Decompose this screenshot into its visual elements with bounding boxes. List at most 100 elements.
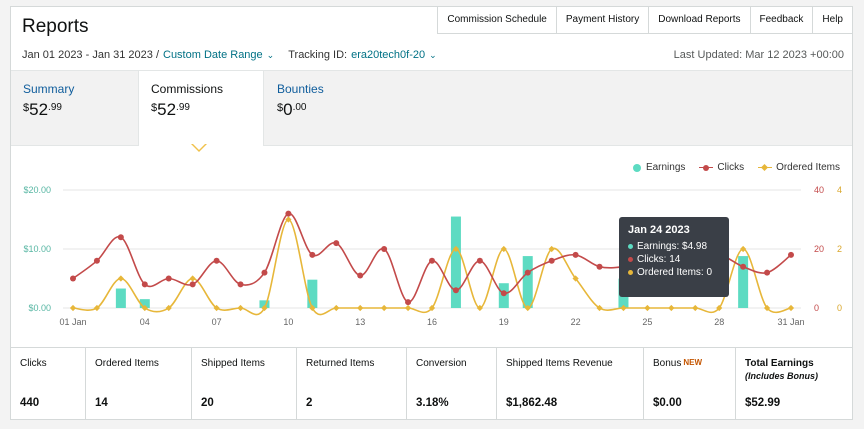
chart-tooltip: Jan 24 2023 Earnings: $4.98 Clicks: 14 O… [619,217,729,297]
clicks-point [189,281,196,288]
legend-earnings[interactable]: Earnings [632,162,685,173]
stat-value: 2 [306,397,313,409]
stat-bonus: Bonus NEW $0.00 [644,348,736,420]
y-right2-tick-label: 2 [837,244,842,254]
earnings-bar [307,279,318,308]
clicks-point [548,257,555,264]
y-left-tick-label: $0.00 [28,303,51,313]
ordered-items-point [333,304,340,312]
x-tick-label: 07 [212,317,222,327]
y-left-tick-label: $20.00 [23,185,51,195]
tab-amount: $0.00 [277,100,379,120]
x-tick-label: 31 Jan [777,317,804,327]
ordered-dot-icon [628,270,633,275]
earnings-swatch-icon [632,163,641,172]
legend-label: Clicks [717,162,745,173]
bonus-label: Bonus [653,358,682,369]
clicks-point [596,263,603,270]
currency-symbol: $ [151,102,158,114]
earnings-dot-icon [628,244,633,249]
clicks-point [261,269,268,276]
stat-label: Clicks [20,358,47,369]
tab-amount: $52.99 [151,100,251,120]
tab-label: Commissions [151,82,224,96]
ordered-items-point [644,304,651,312]
ordered-items-point [69,304,77,312]
last-updated: Last Updated: Mar 12 2023 +00:00 [673,49,844,61]
total-label: Total Earnings [745,358,814,369]
stat-value: $0.00 [653,397,682,409]
clicks-point [309,251,316,258]
help-button[interactable]: Help [822,14,843,25]
legend-label: Ordered Items [776,162,840,173]
stat-value: $1,862.48 [506,397,558,409]
chevron-down-icon[interactable]: ⌄ [429,49,437,60]
legend-ordered-items[interactable]: Ordered Items [758,162,840,173]
clicks-point [357,272,364,279]
stat-returned-items: Returned Items 2 [297,348,407,420]
stat-value: 440 [20,397,40,409]
x-tick-label: 22 [571,317,581,327]
feedback-button[interactable]: Feedback [751,7,814,33]
commission-schedule-button[interactable]: Commission Schedule [438,7,557,33]
tab-label: Summary [23,82,75,96]
tracking-id-dropdown[interactable]: era20tech0f-20 [351,49,426,61]
new-badge: NEW [683,358,703,367]
currency-symbol: $ [23,102,30,114]
earnings-chart: $0.00 $10.00 $20.00 0 20 40 0 2 4 01 Jan 04 07 10 13 1… [23,185,842,327]
total-sub-label: (Includes Bonus) [745,371,819,381]
filter-bar: Jan 01 2023 - Jan 31 2023 / Custom Date … [22,49,437,61]
clicks-point [788,251,794,258]
chevron-down-icon[interactable]: ⌄ [266,49,275,60]
tooltip-row-clicks: Clicks: 14 [628,254,720,265]
tooltip-row-ordered: Ordered Items: 0 [628,267,720,278]
clicks-point [333,240,340,247]
stat-clicks: Clicks 440 [11,348,86,420]
stat-label: Total Earnings (Includes Bonus) [745,358,852,381]
stat-shipped-revenue: Shipped Items Revenue $1,862.48 [497,348,644,420]
tracking-id-label: Tracking ID: [288,49,348,61]
clicks-point [237,281,244,288]
ordered-items-point [787,304,795,312]
legend-clicks[interactable]: Clicks [699,162,744,173]
y-right-tick-label: 20 [814,244,824,254]
stat-shipped-items: Shipped Items 20 [192,348,297,420]
stat-label: Ordered Items [95,358,159,369]
clicks-swatch-icon [699,164,714,172]
custom-date-range-dropdown[interactable]: Custom Date Range [163,49,263,61]
stat-value: 20 [201,397,214,409]
chart-legend: Earnings Clicks Ordered Items [619,162,840,173]
earnings-bar [738,256,749,308]
ordered-items-point [309,304,316,312]
tab-commissions[interactable]: Commissions $52.99 [138,71,264,146]
x-tick-label: 10 [283,317,293,327]
ordered-items-point [357,304,364,312]
x-tick-label: 16 [427,317,437,327]
stat-conversion: Conversion 3.18% [407,348,497,420]
currency-symbol: $ [277,102,284,114]
amount-whole: 52 [29,100,49,119]
amount-whole: 0 [283,100,293,119]
clicks-point [285,210,292,217]
clicks-point [213,257,220,264]
earnings-bar [139,299,150,308]
tab-summary[interactable]: Summary $52.99 [11,71,139,145]
clicks-point [572,251,579,258]
ordered-items-point [381,304,388,312]
x-tick-label: 25 [642,317,652,327]
amount-whole: 52 [157,100,177,119]
tab-bounties[interactable]: Bounties $0.00 [265,71,391,145]
clicks-point [429,257,435,264]
x-tick-label: 13 [355,317,365,327]
y-right-tick-label: 0 [814,303,819,313]
stat-total-earnings: Total Earnings (Includes Bonus) $52.99 [736,348,852,420]
tab-amount: $52.99 [23,100,127,120]
clicks-point [93,257,100,264]
ordered-items-point [117,275,124,282]
y-right-tick-label: 40 [814,185,824,195]
payment-history-button[interactable]: Payment History [557,7,650,33]
stats-row: Clicks 440 Ordered Items 14 Shipped Items 2… [11,347,852,420]
ordered-items-point [213,304,220,312]
download-reports-button[interactable]: Download Reports [649,7,751,33]
clicks-point [524,269,531,276]
